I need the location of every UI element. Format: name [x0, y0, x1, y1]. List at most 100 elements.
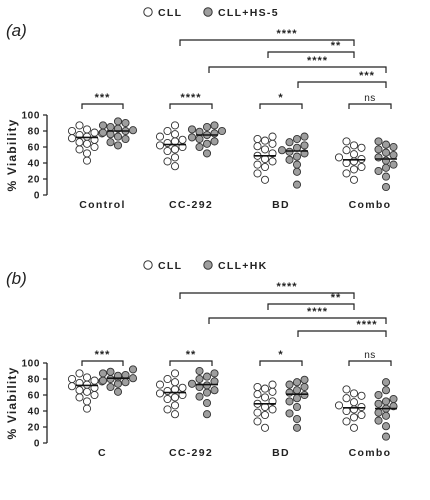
y-tick-label: 60: [28, 143, 40, 154]
data-point: [90, 142, 99, 152]
y-tick-label: 20: [28, 175, 40, 186]
bracket-line: [259, 103, 303, 109]
data-point: [349, 413, 359, 422]
data-point: [374, 416, 383, 425]
data-point: [106, 138, 115, 147]
legend-marker-1: [203, 260, 213, 270]
significance-label: ****: [307, 55, 328, 67]
data-point: [253, 142, 262, 151]
data-point: [82, 156, 92, 165]
data-point: [202, 149, 212, 158]
series-0-group-2: [253, 380, 277, 432]
data-point: [342, 137, 351, 146]
data-point: [75, 145, 84, 154]
data-point: [260, 175, 270, 184]
significance-bracket: ****: [208, 55, 387, 73]
data-point: [163, 146, 172, 156]
category-label: C: [98, 447, 107, 459]
data-point: [195, 366, 204, 376]
y-tick-label: 80: [28, 127, 40, 138]
data-point: [67, 374, 77, 384]
data-point: [187, 379, 197, 388]
data-point: [67, 382, 77, 391]
significance-label: ns: [364, 350, 376, 361]
significance-label: ****: [180, 92, 201, 104]
data-point: [357, 143, 366, 152]
data-point: [277, 146, 287, 155]
series-1-group-3: [374, 378, 398, 441]
data-point: [210, 121, 219, 130]
data-point: [342, 385, 351, 394]
y-tick-label: 20: [28, 423, 40, 434]
data-point: [202, 410, 212, 419]
y-tick-label: 100: [22, 111, 41, 122]
data-point: [268, 405, 277, 414]
data-point: [82, 387, 92, 396]
data-point: [82, 125, 92, 134]
data-point: [253, 169, 262, 178]
data-point: [195, 392, 204, 401]
data-point: [349, 165, 359, 174]
data-point: [292, 402, 302, 412]
data-point: [106, 382, 115, 392]
data-point: [389, 142, 398, 152]
chart-panel-a: (a) CLL CLL+HS-5 0 20 40 60 80 100% Viability Con…: [5, 7, 398, 211]
series-0-group-3: [334, 385, 366, 432]
series-1-group-0: [98, 365, 138, 396]
data-point: [82, 139, 92, 148]
legend-label-1: CLL+HK: [218, 260, 268, 272]
significance-label: ***: [359, 70, 375, 82]
data-point: [75, 121, 84, 130]
series-0-group-1: [155, 369, 187, 419]
data-point: [268, 139, 277, 148]
data-point: [349, 423, 359, 432]
data-point: [389, 160, 398, 169]
data-point: [268, 157, 277, 166]
data-point: [128, 374, 138, 383]
data-point: [217, 126, 227, 136]
data-point: [163, 157, 172, 166]
series-1-group-1: [187, 366, 219, 419]
series-0-group-0: [67, 121, 107, 165]
series-0-group-3: [334, 137, 366, 184]
data-point: [90, 376, 99, 385]
data-point: [260, 423, 270, 432]
legend-marker-1: [203, 7, 213, 17]
data-point: [374, 145, 383, 154]
data-point: [187, 125, 197, 134]
bracket-line: [348, 360, 392, 366]
data-point: [268, 132, 277, 141]
significance-bracket: ****: [208, 306, 387, 324]
data-point: [170, 130, 180, 139]
data-point: [155, 380, 165, 389]
data-point: [300, 382, 309, 392]
bracket-line: [297, 330, 387, 337]
data-point: [292, 180, 302, 189]
data-point: [300, 375, 309, 384]
data-point: [253, 408, 262, 417]
chart-panel-b: (b) CLL CLL+HK 0 20 40 60 80 100% Viability C CC-2…: [5, 260, 398, 459]
data-point: [381, 156, 391, 165]
series-1-group-0: [98, 117, 138, 150]
data-point: [82, 397, 92, 406]
data-point: [381, 432, 391, 441]
significance-bracket: ****: [297, 319, 387, 337]
data-point: [170, 369, 180, 378]
data-point: [82, 404, 92, 413]
data-point: [187, 133, 197, 142]
data-point: [381, 140, 391, 149]
significance-bracket: *: [259, 349, 303, 366]
data-point: [163, 374, 172, 384]
data-point: [163, 394, 172, 404]
data-point: [292, 152, 302, 161]
data-point: [121, 118, 130, 128]
data-point: [170, 153, 180, 162]
bracket-line: [208, 66, 387, 73]
data-point: [349, 157, 359, 166]
data-point: [285, 380, 294, 389]
data-point: [285, 409, 294, 418]
bracket-line: [208, 317, 387, 324]
y-tick-label: 60: [28, 391, 40, 402]
significance-bracket: ****: [179, 281, 355, 299]
category-label: CC-292: [169, 199, 213, 211]
